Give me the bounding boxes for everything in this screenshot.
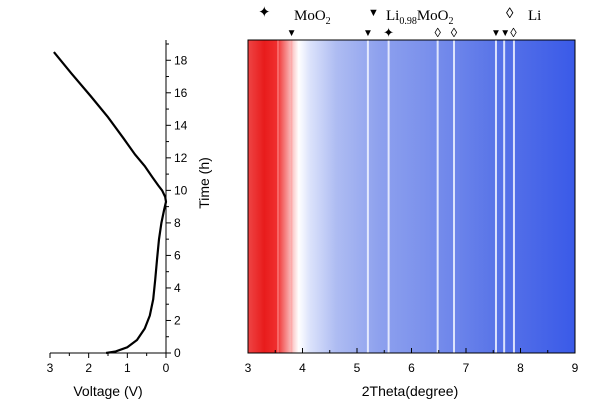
left-x-tick-label: 0 bbox=[163, 361, 170, 375]
phase-marker-Li098MoO2: ▼ bbox=[363, 28, 373, 39]
legend-label-moo2: MoO2 bbox=[294, 8, 331, 27]
left-y-tick-label: 2 bbox=[174, 313, 181, 327]
legend-label-li: Li bbox=[528, 8, 541, 24]
heatmap-background bbox=[248, 40, 575, 353]
phase-marker-Li: ◊ bbox=[510, 25, 517, 40]
left-y-axis-label: Time (h) bbox=[196, 157, 212, 209]
left-y-tick-label: 14 bbox=[174, 118, 188, 132]
right-x-axis-label: 2Theta(degree) bbox=[362, 383, 459, 399]
legend: ✦ MoO2 ▼ Li0.98MoO2 ◊ Li bbox=[258, 4, 541, 27]
legend-li: ◊ Li bbox=[506, 5, 541, 24]
right-x-tick-label: 8 bbox=[517, 361, 524, 375]
phase-marker-Li098MoO2: ▼ bbox=[491, 28, 501, 39]
voltage-curve bbox=[53, 51, 168, 355]
li098moo2-triangle-icon: ▼ bbox=[368, 7, 379, 19]
left-y-tick-label: 0 bbox=[174, 346, 181, 360]
left-y-tick-label: 8 bbox=[174, 216, 181, 230]
moo2-star-icon: ✦ bbox=[258, 4, 271, 21]
legend-moo2: ✦ MoO2 bbox=[258, 4, 331, 27]
right-x-tick-label: 6 bbox=[408, 361, 415, 375]
left-x-axis-label: Voltage (V) bbox=[73, 383, 142, 399]
left-y-tick-label: 16 bbox=[174, 86, 188, 100]
left-y-tick-label: 10 bbox=[174, 183, 188, 197]
phase-markers: ▼ ▼ ✦ ◊ ◊ ▼ ▼ ◊ bbox=[287, 25, 518, 40]
left-x-tick-label: 2 bbox=[85, 361, 92, 375]
phase-marker-Li098MoO2: ▼ bbox=[287, 28, 297, 39]
left-x-tick-label: 3 bbox=[47, 361, 54, 375]
left-y-tick-label: 6 bbox=[174, 248, 181, 262]
legend-li098moo2: ▼ Li0.98MoO2 bbox=[368, 7, 454, 27]
right-x-tick-label: 3 bbox=[245, 361, 252, 375]
heatmap-peaks bbox=[277, 40, 515, 353]
right-x-tick-label: 5 bbox=[354, 361, 361, 375]
legend-label-li098moo2: Li0.98MoO2 bbox=[386, 8, 454, 27]
left-x-tick-label: 1 bbox=[124, 361, 131, 375]
phase-marker-Li: ◊ bbox=[434, 25, 441, 40]
left-y-tick-label: 12 bbox=[174, 151, 188, 165]
phase-marker-Li098MoO2: ▼ bbox=[500, 28, 510, 39]
left-y-tick-label: 18 bbox=[174, 53, 188, 67]
phase-marker-MoO2: ✦ bbox=[383, 25, 394, 40]
phase-marker-Li: ◊ bbox=[451, 25, 458, 40]
left-y-tick-label: 4 bbox=[174, 281, 181, 295]
right-x-ticks: 3 4 5 6 7 8 9 bbox=[245, 348, 579, 375]
right-x-tick-label: 9 bbox=[572, 361, 579, 375]
right-x-tick-label: 7 bbox=[463, 361, 470, 375]
right-x-tick-label: 4 bbox=[299, 361, 306, 375]
left-y-ticks: 0 2 4 6 8 10 12 14 16 18 bbox=[166, 43, 188, 360]
left-x-ticks: 3 2 1 0 bbox=[47, 353, 170, 375]
li-diamond-icon: ◊ bbox=[506, 5, 514, 22]
